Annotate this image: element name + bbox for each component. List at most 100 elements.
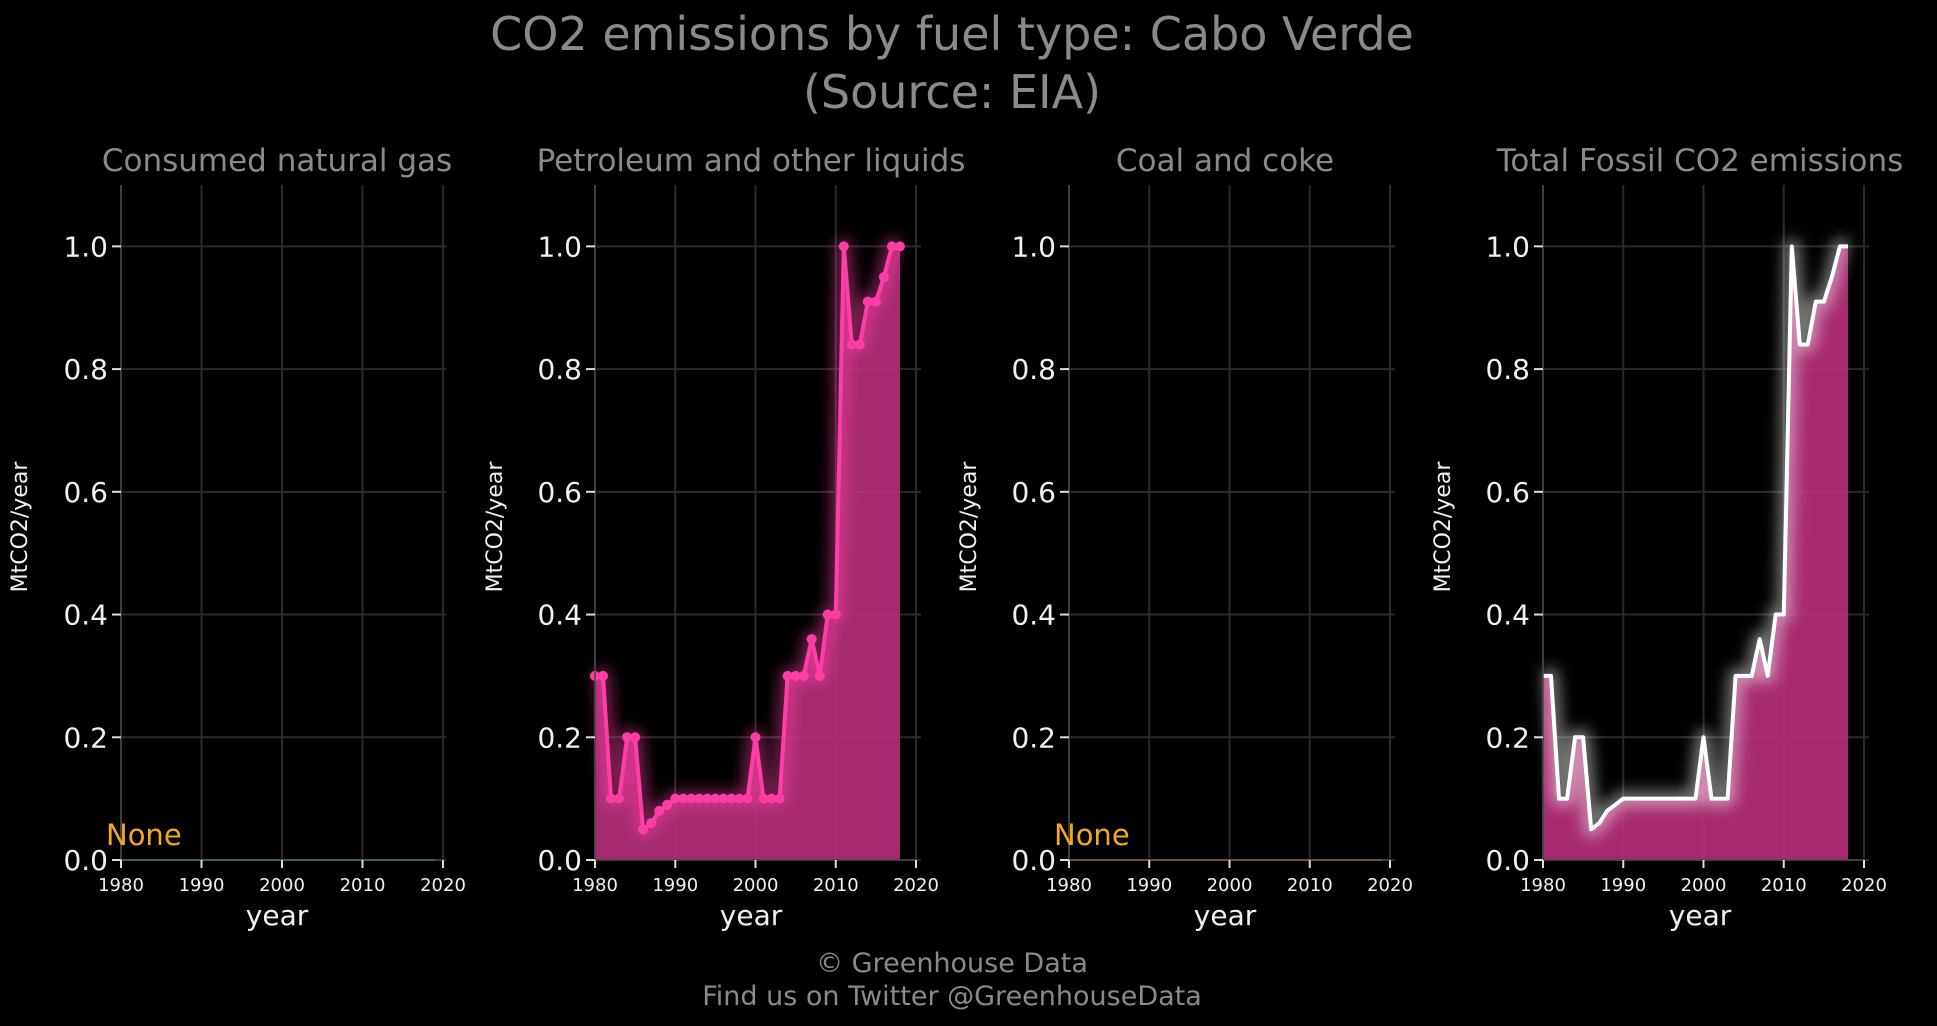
chart-panels: Consumed natural gas 0.0 0.2 0.4 0.6 0.8 1.0 19… (8, 143, 1903, 932)
y-axis-label: MtCO2/year (957, 461, 982, 593)
chart-panel-3: Coal and coke 0.0 0.2 0.4 0.6 0.8 1.0 1980 1990 2… (957, 143, 1413, 932)
footer-twitter: Find us on Twitter @GreenhouseData (702, 981, 1202, 1012)
y-tick-label: 0.6 (537, 476, 582, 509)
data-point (646, 818, 657, 829)
x-axis-label: year (246, 899, 309, 932)
x-tick-label: 2000 (1681, 875, 1727, 896)
data-point (638, 824, 649, 835)
data-point (750, 732, 761, 743)
y-tick-label: 1.0 (1485, 230, 1530, 263)
series-line (1543, 244, 1848, 832)
data-point (766, 793, 777, 804)
data-point (838, 241, 849, 252)
data-point (870, 296, 881, 307)
y-tick-label: 0.2 (537, 721, 582, 754)
x-tick-label: 2010 (813, 875, 859, 896)
data-point (670, 793, 681, 804)
data-point (878, 272, 889, 283)
data-point (814, 670, 825, 681)
x-tick-label: 1990 (179, 875, 225, 896)
x-tick-label: 1990 (1600, 875, 1646, 896)
y-tick-label: 0.0 (1011, 844, 1056, 877)
y-tick-label: 0.0 (537, 844, 582, 877)
data-point (758, 793, 769, 804)
data-point (662, 799, 673, 810)
data-point (822, 609, 833, 620)
y-tick-label: 0.2 (1485, 721, 1530, 754)
x-tick-label: 2020 (1367, 875, 1413, 896)
x-tick-label: 2000 (259, 875, 305, 896)
data-point (734, 793, 745, 804)
chart-panel-2: Petroleum and other liquids 0.0 0.2 0.4 0.6 0… (483, 143, 965, 932)
data-point (678, 793, 689, 804)
y-tick-label: 0.4 (537, 599, 582, 632)
data-point (702, 793, 713, 804)
footer-copyright: © Greenhouse Data (816, 948, 1088, 979)
data-point (598, 670, 609, 681)
data-point (798, 670, 809, 681)
data-point (862, 296, 873, 307)
y-tick-label: 0.8 (1011, 353, 1056, 386)
y-tick-label: 0.8 (63, 353, 108, 386)
data-point (790, 670, 801, 681)
x-tick-label: 2000 (1207, 875, 1253, 896)
panel-title: Total Fossil CO2 emissions (1496, 143, 1904, 179)
x-tick-label: 1980 (1046, 875, 1092, 896)
panel-title: Petroleum and other liquids (537, 143, 966, 179)
no-data-annotation: None (106, 818, 182, 852)
x-tick-label: 1990 (1126, 875, 1172, 896)
y-tick-label: 0.0 (1485, 844, 1530, 877)
y-tick-label: 0.2 (1011, 721, 1056, 754)
data-point (846, 339, 857, 350)
y-axis-label: MtCO2/year (1431, 461, 1456, 593)
x-axis-label: year (1194, 899, 1257, 932)
panel-title: Consumed natural gas (102, 143, 452, 179)
figure-title: CO2 emissions by fuel type: Cabo Verde (490, 7, 1414, 61)
panel-title: Coal and coke (1116, 143, 1334, 179)
data-point (894, 241, 905, 252)
chart-panel-4: Total Fossil CO2 emissions 0.0 0.2 0.4 0.6 0.… (1431, 143, 1903, 932)
series-area (595, 246, 900, 860)
x-tick-label: 2020 (1841, 875, 1887, 896)
x-tick-label: 2010 (1761, 875, 1807, 896)
data-point (830, 609, 841, 620)
data-point (710, 793, 721, 804)
y-tick-label: 0.4 (1485, 599, 1530, 632)
y-tick-label: 1.0 (63, 230, 108, 263)
data-point (886, 241, 897, 252)
x-axis-label: year (1669, 899, 1732, 932)
y-tick-label: 0.8 (1485, 353, 1530, 386)
y-tick-label: 0.6 (1011, 476, 1056, 509)
y-tick-label: 0.6 (1485, 476, 1530, 509)
y-tick-label: 0.2 (63, 721, 108, 754)
x-tick-label: 1980 (98, 875, 144, 896)
data-point (622, 732, 633, 743)
x-axis-label: year (720, 899, 783, 932)
y-tick-label: 1.0 (1011, 230, 1056, 263)
data-point (694, 793, 705, 804)
data-point (718, 793, 729, 804)
x-tick-label: 2020 (893, 875, 939, 896)
x-tick-label: 2020 (420, 875, 466, 896)
data-point (630, 732, 641, 743)
y-tick-label: 0.4 (1011, 599, 1056, 632)
y-axis-label: MtCO2/year (8, 461, 33, 593)
series-area (1543, 246, 1848, 860)
y-axis-label: MtCO2/year (483, 461, 508, 593)
x-tick-label: 1980 (1520, 875, 1566, 896)
y-tick-label: 1.0 (537, 230, 582, 263)
x-tick-label: 2010 (340, 875, 386, 896)
x-tick-label: 2010 (1287, 875, 1333, 896)
x-tick-label: 1990 (652, 875, 698, 896)
data-point (782, 670, 793, 681)
chart-panel-1: Consumed natural gas 0.0 0.2 0.4 0.6 0.8 1.0 19… (8, 143, 466, 932)
data-point (686, 793, 697, 804)
data-point (614, 793, 625, 804)
y-tick-label: 0.0 (63, 844, 108, 877)
y-tick-label: 0.6 (63, 476, 108, 509)
data-point (742, 793, 753, 804)
data-point (806, 634, 817, 645)
y-tick-label: 0.4 (63, 599, 108, 632)
data-point (606, 793, 617, 804)
